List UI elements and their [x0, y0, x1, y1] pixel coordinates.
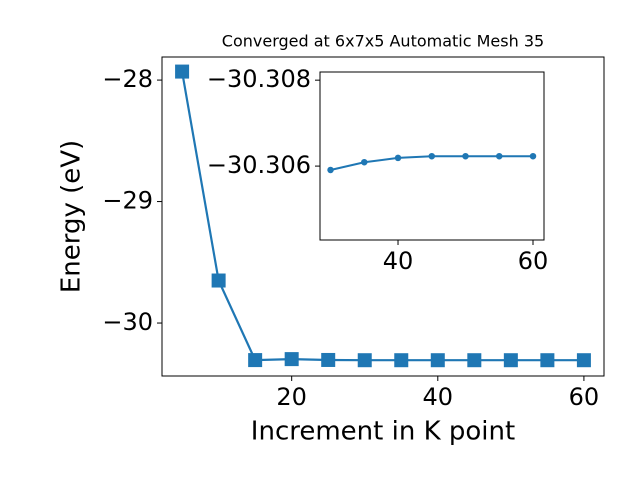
point-marker — [361, 158, 368, 166]
x-axis-label: Increment in K point — [251, 417, 515, 447]
y-tick-label: −29 — [102, 187, 153, 215]
x-tick-label: 40 — [383, 247, 414, 275]
point-marker — [462, 152, 469, 160]
point-marker — [357, 353, 372, 368]
point-marker — [503, 353, 518, 368]
point-marker — [248, 353, 263, 368]
point-marker — [327, 166, 334, 174]
point-marker — [394, 154, 402, 162]
point-marker — [211, 273, 226, 288]
point-marker — [321, 352, 336, 367]
x-tick-label: 60 — [518, 247, 549, 275]
point-marker — [394, 353, 409, 368]
point-marker — [540, 353, 555, 368]
point-marker — [284, 352, 299, 367]
x-tick-label: 40 — [423, 383, 454, 411]
point-marker — [430, 353, 445, 368]
y-tick-label: −28 — [102, 65, 153, 93]
point-marker — [496, 152, 503, 160]
y-tick-label: −30 — [102, 308, 153, 336]
point-marker — [576, 353, 591, 368]
x-tick-label: 20 — [276, 383, 307, 411]
x-tick-label: 60 — [569, 383, 600, 411]
point-marker — [428, 152, 436, 160]
y-tick-label: −30.308 — [207, 65, 311, 93]
axes-frame — [161, 56, 605, 377]
point-marker — [175, 64, 190, 79]
axes-frame — [319, 71, 545, 241]
point-marker — [467, 353, 482, 368]
point-marker — [529, 152, 537, 160]
chart-title: Converged at 6x7x5 Automatic Mesh 35 — [222, 32, 544, 51]
y-tick-label: −30.306 — [207, 151, 311, 179]
y-axis-label: Energy (eV) — [57, 140, 87, 293]
